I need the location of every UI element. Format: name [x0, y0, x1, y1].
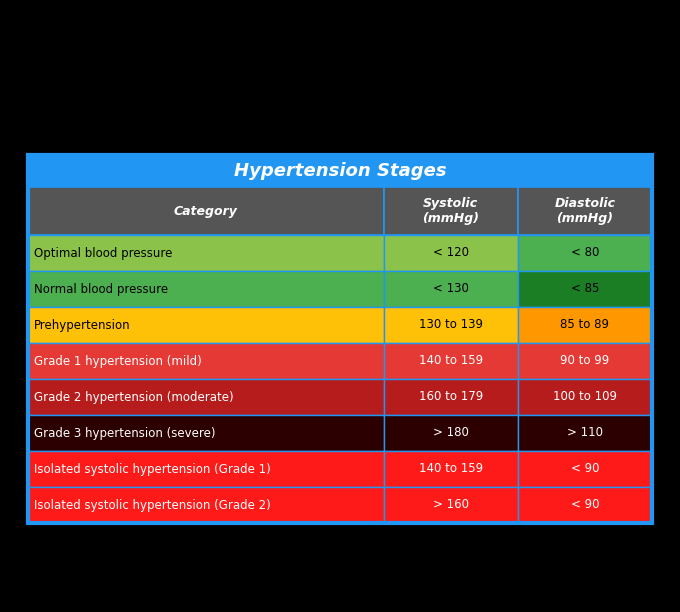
Bar	[518, 235, 652, 271]
Bar	[384, 271, 518, 307]
Text: < 85: < 85	[571, 283, 599, 296]
Bar	[518, 307, 652, 343]
Text: Diastolic
(mmHg): Diastolic (mmHg)	[554, 197, 615, 225]
Text: Hypertension Stages: Hypertension Stages	[234, 162, 446, 180]
Text: Isolated systolic hypertension (Grade 2): Isolated systolic hypertension (Grade 2)	[34, 499, 271, 512]
Text: 130 to 139: 130 to 139	[419, 318, 483, 332]
Bar	[28, 343, 384, 379]
Text: > 180: > 180	[433, 427, 469, 439]
Text: 160 to 179: 160 to 179	[419, 390, 483, 403]
Bar	[518, 415, 652, 451]
Text: 140 to 159: 140 to 159	[419, 354, 483, 367]
Text: < 90: < 90	[571, 499, 599, 512]
Text: Grade 1 hypertension (mild): Grade 1 hypertension (mild)	[34, 354, 202, 367]
Bar	[28, 271, 384, 307]
Text: Grade 2 hypertension (moderate): Grade 2 hypertension (moderate)	[34, 390, 234, 403]
Bar	[28, 487, 384, 523]
Text: Prehypertension: Prehypertension	[34, 318, 131, 332]
Bar	[28, 187, 384, 235]
Text: Isolated systolic hypertension (Grade 1): Isolated systolic hypertension (Grade 1)	[34, 463, 271, 476]
Bar	[28, 379, 384, 415]
Text: Grade 3 hypertension (severe): Grade 3 hypertension (severe)	[34, 427, 216, 439]
Text: Category: Category	[174, 204, 238, 217]
Bar	[384, 415, 518, 451]
Text: > 110: > 110	[567, 427, 603, 439]
Bar	[518, 187, 652, 235]
Bar	[384, 307, 518, 343]
Bar	[518, 487, 652, 523]
Bar	[384, 187, 518, 235]
Bar	[384, 343, 518, 379]
Bar	[28, 451, 384, 487]
Text: 90 to 99: 90 to 99	[560, 354, 609, 367]
Text: Normal blood pressure: Normal blood pressure	[34, 283, 168, 296]
Text: 140 to 159: 140 to 159	[419, 463, 483, 476]
Text: < 130: < 130	[433, 283, 469, 296]
Text: 85 to 89: 85 to 89	[560, 318, 609, 332]
Bar	[518, 379, 652, 415]
Text: > 160: > 160	[432, 499, 469, 512]
Bar	[384, 451, 518, 487]
Bar	[28, 307, 384, 343]
Text: < 90: < 90	[571, 463, 599, 476]
Text: Optimal blood pressure: Optimal blood pressure	[34, 247, 172, 259]
Bar	[384, 487, 518, 523]
Bar	[28, 235, 384, 271]
Bar	[518, 451, 652, 487]
Text: < 120: < 120	[432, 247, 469, 259]
Bar	[28, 155, 652, 523]
Bar	[384, 379, 518, 415]
Bar	[28, 155, 652, 187]
Text: < 80: < 80	[571, 247, 599, 259]
Bar	[384, 235, 518, 271]
Bar	[518, 271, 652, 307]
Bar	[28, 415, 384, 451]
Text: Systolic
(mmHg): Systolic (mmHg)	[422, 197, 479, 225]
Text: 100 to 109: 100 to 109	[553, 390, 617, 403]
Bar	[518, 343, 652, 379]
